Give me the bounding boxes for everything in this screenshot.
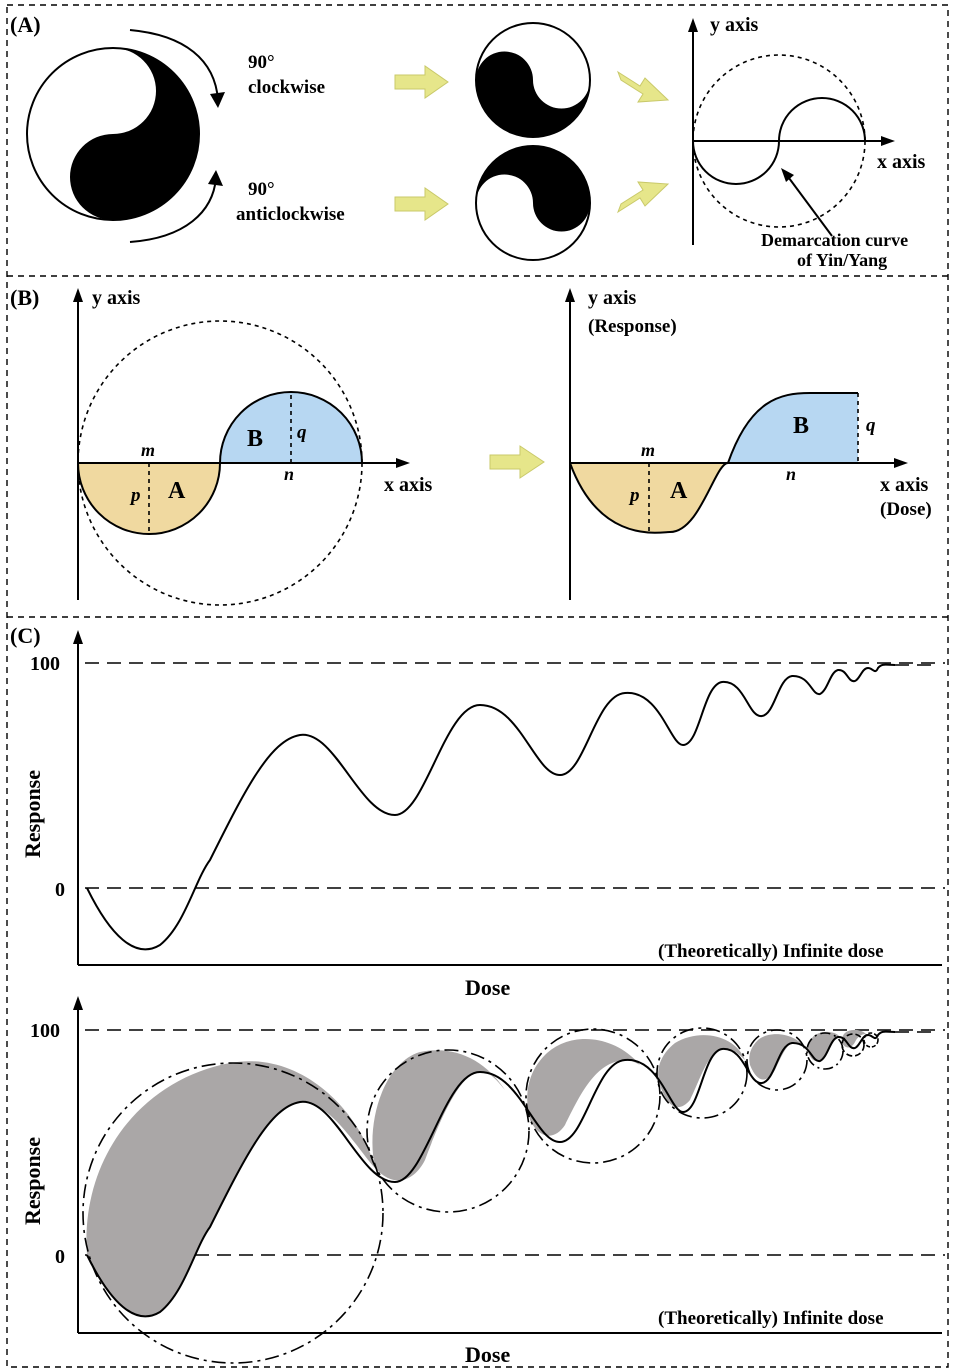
arrow-right-bottom (394, 187, 449, 221)
rotate-clockwise-arrow (129, 29, 225, 108)
panel-b-right (565, 288, 908, 600)
panel-b-right-q: q (866, 415, 876, 436)
panel-b-left-m: m (141, 440, 155, 460)
panel-b-right-n: n (786, 464, 796, 484)
rotate-acw-degree: 90° (248, 179, 275, 200)
arrow-right-top (394, 65, 449, 99)
panel-b-left-y-axis: y axis (92, 287, 141, 309)
callout-line-1: Demarcation curve (761, 230, 908, 250)
panel-b: (B) y axis x axis m n p q A B (10, 285, 932, 606)
panel-c-bottom-tick-0: 0 (55, 1246, 65, 1268)
panel-c-bottom-tick-100: 100 (30, 1020, 60, 1042)
panel-c-bottom-annotation: (Theoretically) Infinite dose (658, 1308, 884, 1329)
arrow-diag-down (617, 70, 670, 103)
panel-b-left-x-axis: x axis (384, 474, 433, 496)
panel-c-top-annotation: (Theoretically) Infinite dose (658, 941, 884, 962)
panel-b-right-y-axis-sub: (Response) (588, 316, 677, 337)
panel-b-right-region-b: B (793, 413, 809, 439)
rotate-cw-degree: 90° (248, 52, 275, 73)
panel-borders (6, 4, 949, 1368)
panel-c-bottom-plot (73, 996, 945, 1364)
panel-a-label: (A) (10, 12, 41, 37)
panel-c: (C) 100 0 Response Dose (Theoretically) … (10, 623, 945, 1367)
panel-b-right-p: p (628, 485, 640, 506)
panel-b-right-y-axis: y axis (588, 287, 637, 309)
yin-yang-large (26, 47, 200, 221)
panel-c-top-tick-0: 0 (55, 879, 65, 901)
panel-c-top-tick-100: 100 (30, 653, 60, 675)
panel-c-top-response-curve (86, 663, 896, 951)
rotate-acw-text: anticlockwise (236, 204, 345, 225)
panel-c-top-plot (73, 630, 945, 966)
rotate-anticlockwise-arrow (129, 170, 223, 243)
panel-b-right-x-axis-sub: (Dose) (880, 499, 932, 520)
panel-b-label: (B) (10, 285, 39, 310)
arrow-diag-up (617, 181, 670, 214)
panel-c-top-ylabel: Response (20, 770, 45, 858)
panel-b-left-q: q (297, 422, 307, 443)
panel-c-label: (C) (10, 623, 41, 648)
panel-b-right-region-a: A (670, 478, 688, 504)
yin-yang-rotated-cw (475, 22, 591, 138)
panel-b-left-n: n (284, 464, 294, 484)
panel-c-bottom-xlabel: Dose (465, 1342, 510, 1367)
arrow-panel-b (489, 445, 545, 479)
panel-c-shaded-regions (86, 1029, 866, 1317)
callout-line-2: of Yin/Yang (797, 250, 887, 270)
panel-a: (A) 90° clockwise 90° anticlockwise (10, 12, 926, 270)
panel-b-left-p: p (129, 485, 141, 506)
panel-c-top-xlabel: Dose (465, 975, 510, 1000)
panel-c-bottom-response-curve (86, 1030, 896, 1318)
panel-b-right-m: m (641, 440, 655, 460)
panel-b-left-region-b: B (247, 426, 263, 452)
panel-c-bottom-ylabel: Response (20, 1137, 45, 1225)
panel-a-axes (688, 18, 895, 245)
rotate-cw-text: clockwise (248, 77, 325, 98)
panel-b-left (73, 288, 410, 606)
panel-b-left-region-a: A (168, 478, 186, 504)
panel-b-right-x-axis: x axis (880, 474, 929, 496)
panel-a-y-axis-label: y axis (710, 14, 759, 36)
panel-a-x-axis-label: x axis (877, 151, 926, 173)
panel-c-dashed-circles (82, 1027, 879, 1364)
yin-yang-rotated-acw (475, 145, 591, 261)
